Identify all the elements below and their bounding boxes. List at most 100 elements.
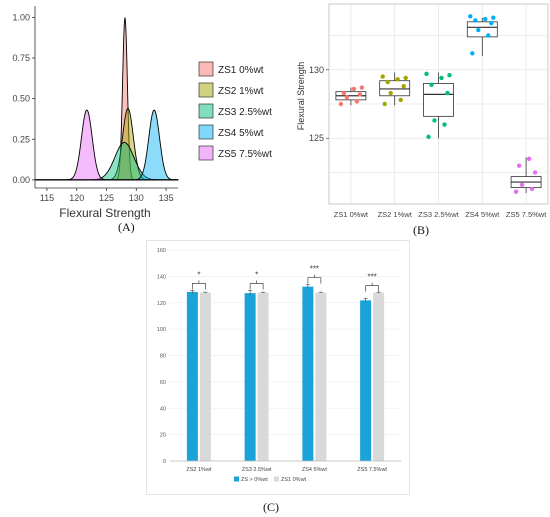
x-tick-label: ZS2 1%wt xyxy=(186,467,212,473)
y-tick-label: 100 xyxy=(157,327,166,333)
data-point xyxy=(395,77,400,82)
y-tick-label: 0.25 xyxy=(12,134,30,144)
bar-zs1 xyxy=(373,292,385,461)
x-tick-label: ZS4 5%wt xyxy=(302,467,328,473)
data-point xyxy=(359,85,365,90)
panel-label-b: (B) xyxy=(413,223,429,237)
data-point xyxy=(473,18,478,23)
y-tick-label: 130 xyxy=(309,65,324,75)
x-tick-label: 125 xyxy=(99,193,114,203)
data-point xyxy=(357,92,363,97)
data-point xyxy=(388,90,393,96)
data-point xyxy=(385,79,390,85)
data-point xyxy=(442,122,447,127)
data-point xyxy=(470,51,475,56)
data-point xyxy=(344,94,350,100)
y-tick-label: 80 xyxy=(160,354,166,360)
legend-swatch-zs2 xyxy=(198,82,214,98)
data-point xyxy=(439,75,444,81)
data-point xyxy=(351,86,357,92)
x-tick-label: 120 xyxy=(69,193,84,203)
legend-label-zs1: ZS1 0%wt xyxy=(218,65,264,76)
data-point xyxy=(338,101,344,107)
data-point xyxy=(486,33,491,38)
legend-swatch-zs3 xyxy=(198,103,214,119)
boxplot-chart: 125 130 ZS1 0%wt ZS2 1%wt ZS3 2.5%wt ZS4 5%wt… xyxy=(296,3,549,219)
bar-zs xyxy=(244,293,256,461)
data-point xyxy=(445,90,450,96)
data-point xyxy=(476,27,481,33)
data-point xyxy=(424,71,429,77)
x-tick-label: 130 xyxy=(129,193,144,203)
bar-zs1 xyxy=(257,292,269,461)
data-point xyxy=(382,101,387,107)
x-tick-label: ZS5 7.5%wt xyxy=(506,210,547,219)
y-tick-label: 0.75 xyxy=(12,53,30,63)
legend-label-zs3: ZS3 2.5%wt xyxy=(218,107,272,118)
y-tick-label: 0 xyxy=(163,459,166,465)
y-tick-label: 20 xyxy=(160,433,166,439)
panel-label-c: (C) xyxy=(263,500,279,514)
x-tick-label: ZS2 1%wt xyxy=(378,210,413,219)
legend-swatch-zs5 xyxy=(198,145,214,161)
legend-label-zs5: ZS5 7.5%wt xyxy=(218,149,272,160)
data-point xyxy=(398,97,403,103)
data-point xyxy=(429,82,434,88)
legend-swatch-zs1 xyxy=(198,61,214,77)
x-axis-label: Flexural Strength xyxy=(59,206,150,220)
data-point xyxy=(516,163,522,168)
box-zs2 xyxy=(379,80,411,97)
panel-label-a: (A) xyxy=(118,220,135,234)
data-point xyxy=(401,83,406,89)
bar-zs xyxy=(186,291,198,461)
significance-marker: * xyxy=(255,270,258,279)
data-point xyxy=(519,182,525,188)
x-tick-label: 115 xyxy=(40,193,54,203)
data-point xyxy=(483,16,488,22)
bar-zs1 xyxy=(315,292,327,461)
y-tick-label: 140 xyxy=(157,274,166,280)
density-curve-zs5 xyxy=(34,109,179,181)
data-point xyxy=(529,186,535,192)
data-point xyxy=(526,156,532,161)
data-point xyxy=(432,118,437,123)
box-zs3 xyxy=(423,83,454,117)
bar-zs xyxy=(302,286,314,461)
data-point xyxy=(341,90,347,96)
y-tick-label: 60 xyxy=(160,380,166,386)
legend-swatch-zs xyxy=(234,476,239,482)
density-curve-zs4 xyxy=(34,109,179,181)
bar-zs xyxy=(360,300,372,461)
density-chart: 0.00 0.25 0.50 0.75 1.00 115 120 125 130 135 Flex… xyxy=(12,6,272,220)
legend-label-zs: ZS > 0%wt xyxy=(241,477,268,483)
data-point xyxy=(513,189,519,194)
x-tick-label: ZS4 5%wt xyxy=(465,210,500,219)
y-tick-label: 120 xyxy=(157,301,166,307)
y-tick-label: 40 xyxy=(160,406,166,412)
box-zs4 xyxy=(466,21,498,38)
x-tick-label: ZS1 0%wt xyxy=(334,210,369,219)
significance-marker: *** xyxy=(367,273,376,282)
legend-swatch-zs1 xyxy=(274,476,279,482)
data-point xyxy=(403,75,408,81)
y-tick-label: 0.00 xyxy=(12,175,30,185)
data-point xyxy=(380,74,385,79)
data-point xyxy=(426,134,431,140)
significance-marker: *** xyxy=(310,265,319,274)
data-point xyxy=(489,20,494,26)
y-tick-label: 160 xyxy=(157,248,166,254)
x-tick-label: ZS5 7.5%wt xyxy=(357,467,387,473)
legend-label-zs2: ZS2 1%wt xyxy=(218,86,264,97)
legend-label-zs4: ZS4 5%wt xyxy=(218,128,264,139)
data-point xyxy=(532,170,538,175)
data-point xyxy=(491,15,496,20)
y-tick-label: 125 xyxy=(309,133,324,143)
y-tick-label: 0.50 xyxy=(12,94,30,104)
y-tick-label: 1.00 xyxy=(12,12,30,22)
x-tick-label: ZS3 2.5%wt xyxy=(242,467,272,473)
legend-swatch-zs4 xyxy=(198,124,214,140)
significance-marker: * xyxy=(197,270,200,279)
x-tick-label: 135 xyxy=(159,193,174,203)
data-point xyxy=(354,99,360,104)
